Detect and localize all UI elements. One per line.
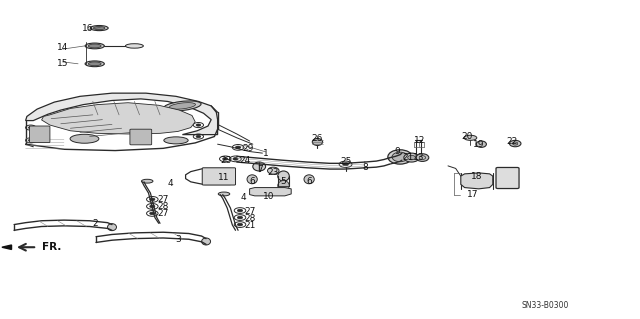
Ellipse shape [164, 101, 201, 111]
Ellipse shape [278, 181, 289, 191]
Ellipse shape [218, 192, 230, 196]
Ellipse shape [90, 26, 108, 31]
Polygon shape [42, 103, 195, 134]
Ellipse shape [85, 61, 104, 67]
Text: 2: 2 [92, 219, 97, 228]
Ellipse shape [202, 238, 211, 245]
Text: 12: 12 [413, 136, 425, 145]
Ellipse shape [212, 172, 225, 181]
Circle shape [150, 205, 155, 208]
Ellipse shape [416, 154, 429, 161]
Ellipse shape [125, 44, 143, 48]
Ellipse shape [85, 43, 104, 49]
Text: 21: 21 [244, 221, 255, 230]
Text: 28: 28 [244, 214, 255, 223]
Ellipse shape [93, 26, 105, 30]
Text: 22: 22 [506, 137, 518, 146]
Text: 21: 21 [403, 153, 414, 162]
Text: 3: 3 [175, 235, 180, 244]
Text: 24: 24 [239, 156, 251, 165]
Polygon shape [461, 173, 493, 189]
Text: 14: 14 [57, 43, 68, 52]
Ellipse shape [253, 162, 266, 171]
FancyBboxPatch shape [29, 126, 50, 143]
Ellipse shape [404, 153, 419, 162]
Ellipse shape [513, 142, 518, 145]
Circle shape [196, 124, 201, 126]
Text: 6: 6 [250, 177, 255, 186]
Polygon shape [2, 245, 12, 249]
Circle shape [150, 212, 155, 215]
Text: 27: 27 [157, 195, 168, 204]
Circle shape [237, 223, 243, 226]
Ellipse shape [304, 175, 314, 184]
Text: 9: 9 [394, 147, 399, 156]
Polygon shape [26, 93, 218, 135]
Ellipse shape [108, 224, 116, 231]
Ellipse shape [464, 135, 477, 140]
Text: 1: 1 [263, 149, 268, 158]
Text: FR.: FR. [42, 242, 61, 252]
Text: 19: 19 [473, 140, 484, 149]
Ellipse shape [141, 179, 153, 183]
Polygon shape [250, 188, 291, 196]
Circle shape [233, 158, 238, 160]
Circle shape [343, 163, 349, 166]
Ellipse shape [392, 152, 408, 162]
Text: 6: 6 [307, 177, 312, 186]
Text: 11: 11 [218, 173, 230, 182]
Ellipse shape [268, 167, 279, 174]
Text: 13: 13 [413, 153, 425, 162]
Ellipse shape [88, 62, 101, 66]
Text: 18: 18 [471, 172, 483, 181]
Text: 28: 28 [157, 202, 168, 211]
Text: 27: 27 [244, 207, 255, 216]
Text: 20: 20 [461, 132, 473, 141]
Ellipse shape [388, 150, 412, 164]
Circle shape [196, 135, 201, 138]
Text: 10: 10 [263, 192, 275, 201]
Circle shape [28, 126, 33, 129]
Text: 15: 15 [57, 59, 68, 68]
FancyBboxPatch shape [496, 167, 519, 189]
Text: 23: 23 [220, 156, 232, 165]
Circle shape [237, 209, 243, 212]
Circle shape [237, 216, 243, 219]
Text: 7: 7 [257, 165, 262, 174]
FancyBboxPatch shape [130, 129, 152, 145]
Text: 4: 4 [168, 179, 173, 188]
Text: 8: 8 [362, 163, 367, 172]
Ellipse shape [408, 155, 415, 160]
Text: 26: 26 [311, 134, 323, 143]
Text: 5: 5 [281, 177, 286, 186]
Circle shape [236, 146, 241, 149]
Text: 27: 27 [157, 209, 168, 218]
Text: 16: 16 [82, 24, 93, 33]
Circle shape [28, 139, 33, 142]
Ellipse shape [247, 175, 257, 184]
Text: 23: 23 [267, 168, 278, 177]
Ellipse shape [278, 171, 289, 181]
Ellipse shape [70, 134, 99, 143]
Ellipse shape [164, 137, 188, 144]
Ellipse shape [312, 138, 323, 145]
Text: 25: 25 [340, 157, 351, 166]
Text: 17: 17 [467, 190, 478, 199]
Ellipse shape [170, 103, 195, 109]
Ellipse shape [476, 141, 486, 147]
Circle shape [223, 158, 228, 160]
Circle shape [150, 198, 155, 201]
Text: 29: 29 [243, 144, 254, 153]
Text: SN33-B0300: SN33-B0300 [522, 301, 569, 310]
Ellipse shape [88, 44, 101, 48]
Text: 4: 4 [241, 193, 246, 202]
Ellipse shape [509, 140, 521, 147]
FancyBboxPatch shape [202, 168, 236, 185]
